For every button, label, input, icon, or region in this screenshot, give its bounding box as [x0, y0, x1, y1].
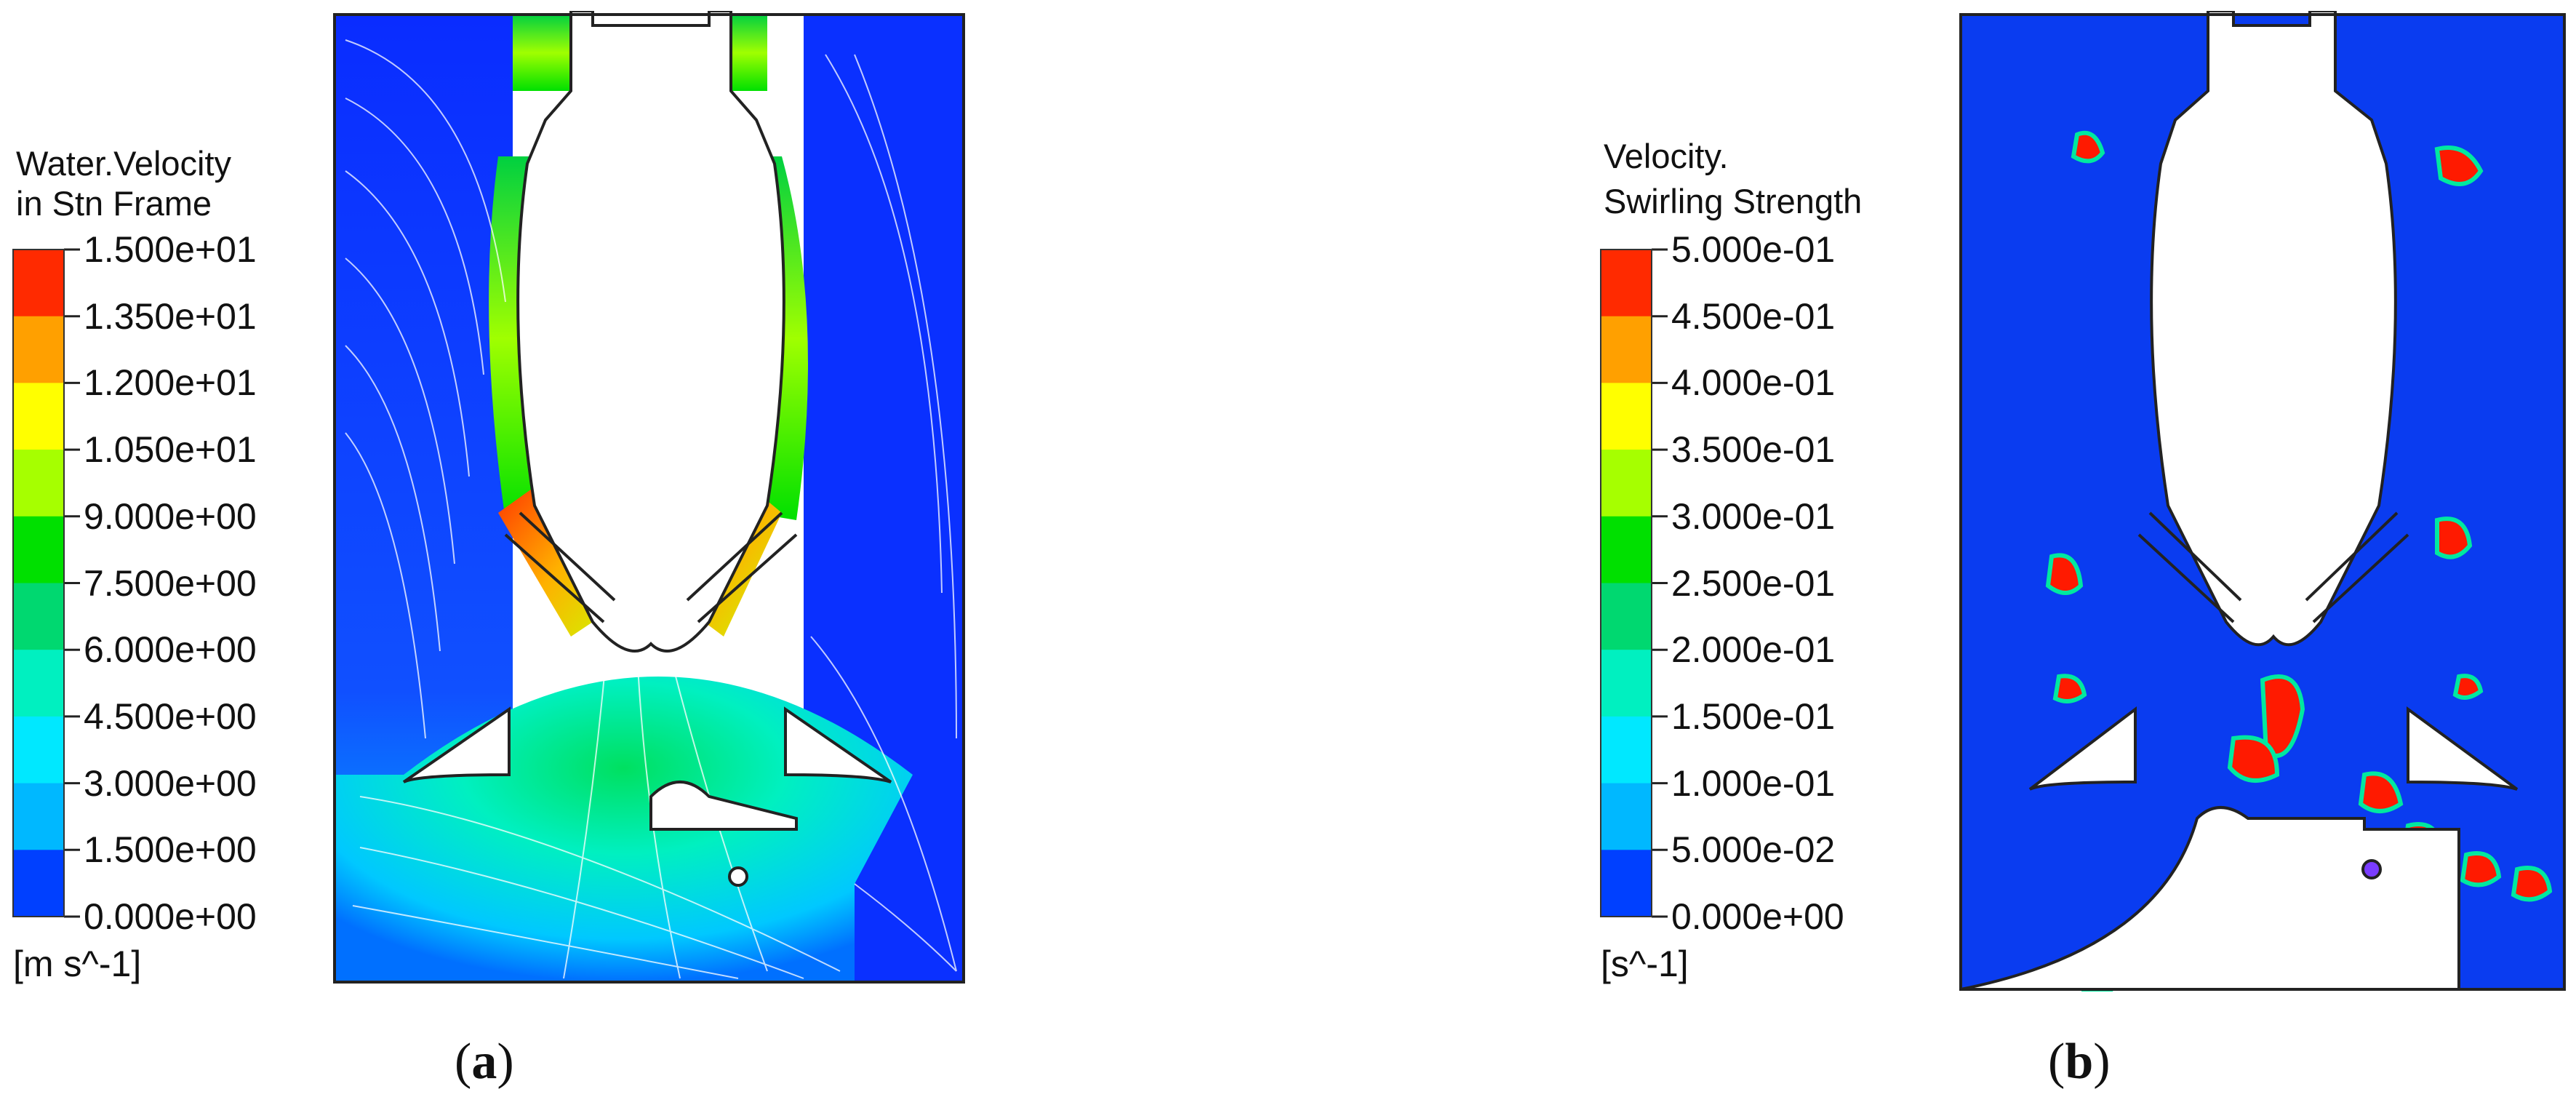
colorbar-tick-label: 3.000e+00 [84, 762, 257, 804]
colorbar-band [13, 383, 64, 450]
colorbar-tick-label: 4.500e+00 [84, 695, 257, 737]
colorbar-tick-label: 0.000e+00 [1671, 896, 1844, 937]
legend-title-line2-b: Swirling Strength [1604, 182, 1863, 220]
colorbar-band [13, 716, 64, 784]
caption-a: (a) [455, 1034, 514, 1090]
colorbar-tick-label: 5.000e-01 [1671, 229, 1836, 270]
colorbar-band [1601, 383, 1652, 450]
colorbar-band [1601, 583, 1652, 650]
colorbar-tick-label: 1.000e-01 [1671, 762, 1836, 804]
legend-title-line1-b: Velocity. [1604, 137, 1729, 175]
legend-title-line1: Water.Velocity [16, 144, 232, 183]
panel-a-velocity-streamlines: Water.Velocity in Stn Frame 1.500e+01 1.3… [12, 11, 965, 1090]
colorbar-band [13, 783, 64, 850]
legend-title-line2: in Stn Frame [16, 184, 212, 223]
colorbar-tick-label: 2.000e-01 [1671, 629, 1836, 671]
colorbar-tick-label: 1.500e+01 [84, 229, 257, 270]
colorbar-band [13, 583, 64, 650]
legend-unit-b: [s^-1] [1601, 944, 1689, 984]
colorbar-tick-label: 1.050e+01 [84, 429, 257, 471]
colorbar-band [1601, 650, 1652, 717]
colorbar-tick-label: 1.200e+01 [84, 362, 257, 404]
colorbar-tick-label: 7.500e+00 [84, 562, 257, 604]
colorbar-band [13, 316, 64, 383]
colorbar-tick-label: 9.000e+00 [84, 495, 257, 537]
colorbar-tick-label: 3.000e-01 [1671, 495, 1836, 537]
colorbar-a-bands [13, 250, 64, 917]
colorbar-tick-label: 0.000e+00 [84, 896, 257, 937]
colorbar-tick-label: 4.500e-01 [1671, 295, 1836, 337]
colorbar-band [13, 250, 64, 317]
colorbar-b [1600, 248, 1668, 918]
colorbar-band [13, 650, 64, 717]
legend-unit-a: [m s^-1] [13, 944, 142, 984]
colorbar-band [1601, 783, 1652, 850]
caption-b: (b) [2048, 1034, 2111, 1090]
colorbar-tick-label: 1.500e+00 [84, 829, 257, 871]
colorbar-tick-label: 1.500e-01 [1671, 695, 1836, 737]
colorbar-band [1601, 716, 1652, 784]
colorbar-tick-label: 2.500e-01 [1671, 562, 1836, 604]
colorbar-band [1601, 516, 1652, 583]
colorbar-tick-label: 6.000e+00 [84, 629, 257, 671]
velocity-streamline-field [333, 11, 965, 984]
colorbar-band [13, 850, 64, 917]
colorbar-band [1601, 250, 1652, 317]
colorbar-band [13, 450, 64, 517]
colorbar-tick-label: 4.000e-01 [1671, 362, 1836, 404]
colorbar-band [1601, 316, 1652, 383]
colorbar-tick-label: 1.350e+01 [84, 295, 257, 337]
panel-b-swirling-strength: Velocity. Swirling Strength 5.000e-01 4.5… [1288, 0, 2576, 1105]
colorbar-tick-label: 3.500e-01 [1671, 429, 1836, 471]
colorbar-band [1601, 450, 1652, 517]
colorbar-band [13, 516, 64, 583]
colorbar-a [12, 248, 80, 918]
colorbar-b-bands [1601, 250, 1652, 917]
colorbar-band [1601, 850, 1652, 917]
colorbar-tick-label: 5.000e-02 [1671, 829, 1836, 871]
swirling-strength-field [1959, 11, 2566, 992]
